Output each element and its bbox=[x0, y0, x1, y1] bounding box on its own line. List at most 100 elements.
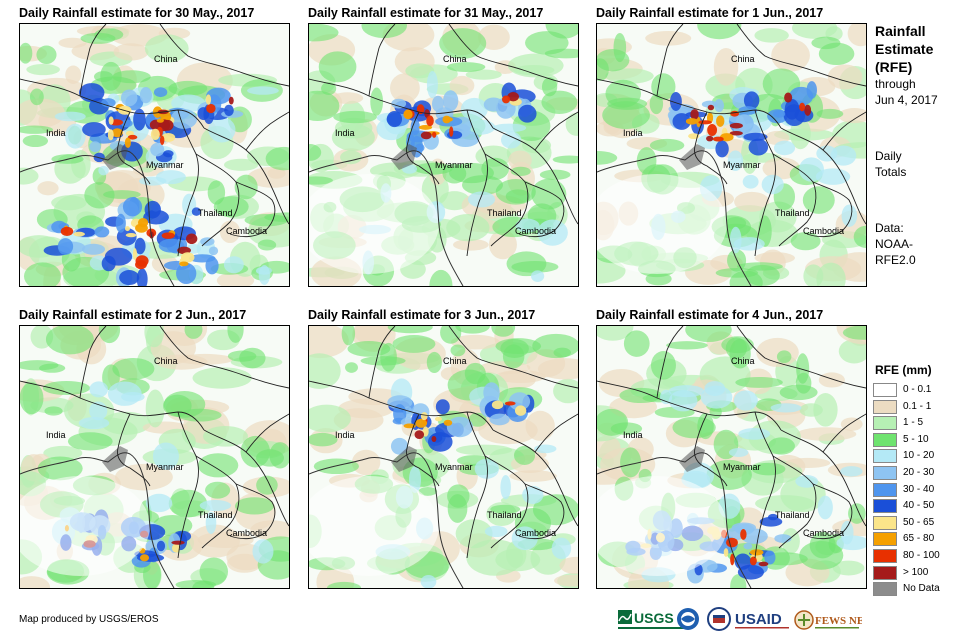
rain-cell bbox=[20, 98, 65, 128]
rain-cell bbox=[265, 146, 289, 171]
rain-cell bbox=[514, 445, 536, 465]
legend-item: 80 - 100 bbox=[873, 548, 965, 565]
rain-cell bbox=[507, 92, 519, 102]
rain-cell bbox=[94, 226, 110, 238]
country-label-cambodia: Cambodia bbox=[803, 528, 845, 538]
rainfall-panel: Daily Rainfall estimate for 30 May., 201… bbox=[19, 4, 290, 289]
rain-cell bbox=[223, 158, 259, 171]
rain-cell bbox=[645, 30, 692, 46]
country-border bbox=[492, 127, 578, 225]
rain-cell bbox=[403, 109, 413, 120]
country-label-india: India bbox=[335, 430, 355, 440]
rain-cell bbox=[450, 334, 500, 350]
rain-cell bbox=[152, 106, 163, 118]
rain-cell bbox=[518, 104, 537, 123]
rain-cell bbox=[22, 134, 49, 148]
rain-cell bbox=[707, 124, 718, 137]
rain-cell bbox=[318, 51, 357, 83]
rain-cell bbox=[393, 404, 407, 424]
rain-cell bbox=[205, 256, 219, 275]
rain-cell bbox=[565, 112, 578, 136]
rain-cell bbox=[309, 326, 349, 359]
rain-cell bbox=[707, 104, 715, 111]
rainfall-panel: Daily Rainfall estimate for 4 Jun., 2017… bbox=[596, 306, 867, 591]
data-label: Data: bbox=[875, 221, 904, 235]
rain-cell bbox=[495, 548, 541, 572]
rain-cell bbox=[443, 90, 459, 112]
legend-label: 65 - 80 bbox=[903, 533, 935, 545]
rain-cell bbox=[440, 326, 462, 344]
rain-cell bbox=[309, 144, 322, 161]
country-label-cambodia: Cambodia bbox=[226, 528, 268, 538]
rain-cell bbox=[723, 548, 729, 557]
legend-item: 0.1 - 1 bbox=[873, 399, 965, 416]
rain-cell bbox=[798, 157, 824, 182]
title-rainfall: Rainfall bbox=[875, 23, 926, 39]
rain-cell bbox=[127, 134, 138, 140]
rain-cell bbox=[784, 457, 831, 469]
rain-cell bbox=[836, 535, 866, 551]
panel-title: Daily Rainfall estimate for 2 Jun., 2017 bbox=[19, 308, 247, 322]
rain-cell bbox=[309, 353, 341, 389]
country-label-china: China bbox=[443, 54, 467, 64]
rain-cell bbox=[205, 481, 231, 499]
rain-cell bbox=[176, 262, 197, 285]
country-border bbox=[736, 326, 866, 389]
rain-cell bbox=[507, 53, 564, 78]
legend-label: No Data bbox=[903, 583, 940, 595]
rain-cell bbox=[111, 128, 123, 138]
rain-cell bbox=[387, 395, 413, 410]
rainfall-map: China India Myanmar Thailand Cambodia bbox=[596, 325, 867, 589]
rain-cell bbox=[484, 525, 508, 538]
rain-cell bbox=[143, 560, 162, 588]
country-label-india: India bbox=[46, 430, 66, 440]
legend-item: 1 - 5 bbox=[873, 415, 965, 432]
rain-cell bbox=[144, 200, 161, 219]
rain-cell bbox=[467, 191, 496, 208]
country-label-cambodia: Cambodia bbox=[515, 528, 557, 538]
rain-cell bbox=[267, 167, 286, 179]
rain-cell bbox=[532, 333, 578, 359]
legend-swatch bbox=[873, 449, 897, 464]
legend-swatch bbox=[873, 416, 897, 431]
title-estimate: Estimate bbox=[875, 41, 934, 57]
country-label-thailand: Thailand bbox=[775, 208, 810, 218]
legend-swatch bbox=[873, 399, 897, 414]
rain-cell bbox=[727, 150, 744, 171]
country-border bbox=[806, 181, 853, 238]
rain-cell bbox=[172, 543, 180, 553]
country-label-cambodia: Cambodia bbox=[803, 226, 845, 236]
water-body bbox=[391, 144, 417, 170]
rain-cell bbox=[155, 170, 186, 185]
usaid-logo: USAID bbox=[735, 611, 789, 629]
legend-swatch bbox=[873, 548, 897, 563]
country-border bbox=[448, 326, 578, 389]
rain-cell bbox=[150, 128, 160, 141]
rain-cell bbox=[726, 537, 738, 548]
country-label-china: China bbox=[154, 54, 178, 64]
rain-cell bbox=[94, 71, 113, 82]
water-body bbox=[391, 446, 417, 472]
rain-cell bbox=[132, 248, 138, 261]
rain-cell bbox=[510, 166, 531, 176]
rain-cell bbox=[597, 150, 618, 165]
rain-cell bbox=[20, 125, 54, 134]
country-border bbox=[780, 429, 866, 527]
rain-cell bbox=[124, 137, 131, 148]
rain-cell bbox=[721, 336, 754, 354]
rain-cell bbox=[729, 130, 743, 136]
country-border bbox=[368, 326, 396, 399]
legend-item: 0 - 0.1 bbox=[873, 382, 965, 399]
rain-cell bbox=[509, 470, 557, 482]
rain-cell bbox=[37, 181, 59, 196]
rain-cell bbox=[136, 268, 148, 286]
rain-cell bbox=[205, 511, 217, 535]
rain-cell bbox=[500, 474, 511, 500]
rain-cell bbox=[170, 109, 198, 129]
rain-cell bbox=[409, 466, 422, 494]
rain-cell bbox=[537, 219, 568, 246]
rain-cell bbox=[309, 476, 439, 576]
country-border bbox=[656, 326, 684, 399]
rain-cell bbox=[120, 89, 138, 107]
rain-cell bbox=[490, 504, 521, 514]
